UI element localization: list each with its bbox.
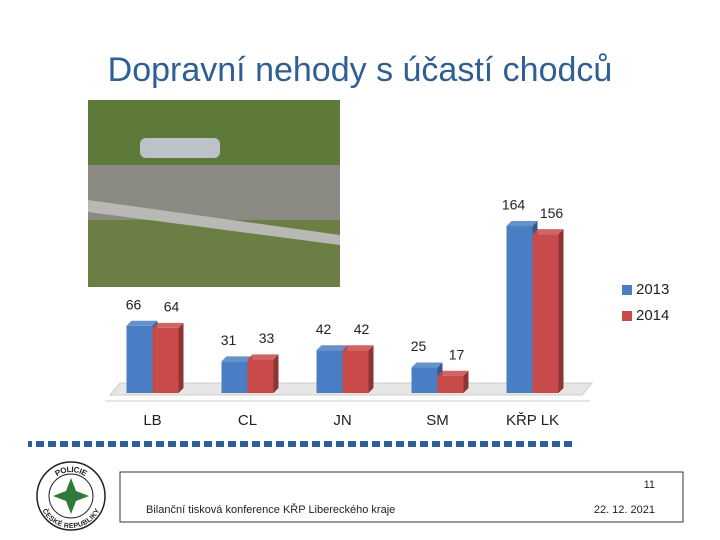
bar-side: [463, 370, 469, 393]
data-label: 31: [221, 332, 237, 348]
data-label: 42: [316, 321, 332, 337]
logo: POLICIE ČESKÉ REPUBLIKY: [36, 461, 106, 531]
bar-top: [221, 356, 253, 362]
logo-top: POLICIE: [53, 465, 89, 479]
x-tick-label: SM: [426, 412, 449, 429]
data-label: 64: [164, 299, 180, 315]
bar-top: [532, 229, 564, 235]
footer-text: Bilanční tisková konference KŘP Libereck…: [146, 503, 395, 516]
data-label: 156: [540, 205, 564, 221]
footer-box: [119, 471, 684, 523]
bar-top: [152, 322, 184, 328]
bar-side: [368, 345, 374, 393]
bar-top: [437, 370, 469, 376]
x-tick-label: KŘP LK: [506, 412, 559, 429]
legend-label: 2013: [636, 281, 669, 298]
stripe-band: [28, 441, 573, 447]
data-label: 33: [259, 330, 275, 346]
bar: [152, 327, 179, 393]
slide-title: Dopravní nehody s účastí chodců: [108, 51, 613, 89]
bar-side: [558, 229, 564, 393]
bar-top: [316, 345, 348, 351]
bar: [411, 367, 438, 393]
data-label: 164: [502, 197, 526, 213]
legend-swatch: [622, 285, 632, 295]
photo: [88, 100, 340, 287]
bar: [437, 375, 464, 393]
bar: [532, 234, 559, 393]
page-number: 11: [644, 479, 655, 491]
bar: [221, 361, 248, 393]
bar-side: [273, 354, 279, 393]
bar: [506, 226, 533, 393]
data-label: 42: [354, 321, 370, 337]
legend-label: 2014: [636, 307, 669, 324]
data-label: 66: [126, 296, 142, 312]
x-tick-label: LB: [143, 412, 161, 429]
bar-side: [178, 322, 184, 393]
x-tick-label: CL: [238, 412, 257, 429]
bar-top: [411, 362, 443, 368]
bar: [342, 350, 369, 393]
logo-top-text: POLICIE: [53, 465, 89, 479]
bar-top: [247, 354, 279, 360]
data-label: 17: [449, 346, 465, 362]
bar-top: [342, 345, 374, 351]
x-tick-label: JN: [333, 412, 351, 429]
bar-top: [126, 320, 158, 326]
bar-top: [506, 221, 538, 226]
legend-swatch: [622, 311, 632, 321]
footer-date: 22. 12. 2021: [594, 504, 655, 516]
bar: [247, 359, 274, 393]
bar: [126, 325, 153, 393]
data-label: 25: [411, 338, 427, 354]
bar: [316, 350, 343, 393]
